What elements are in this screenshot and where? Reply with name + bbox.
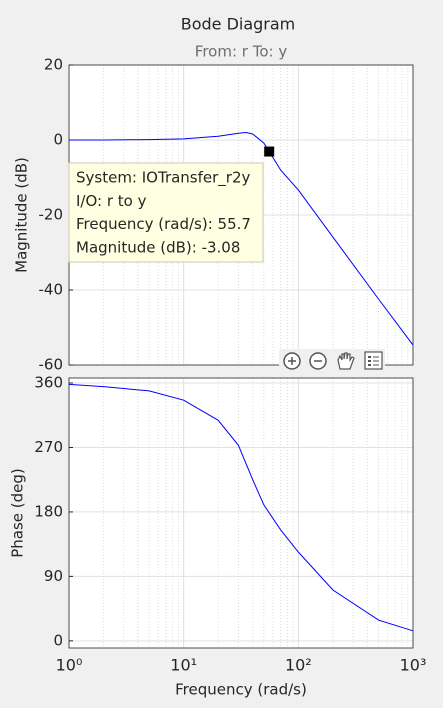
y-tick-label: 0 [53, 131, 63, 149]
y-tick-label: 90 [44, 567, 63, 585]
x-tick-label: 10³ [400, 656, 427, 675]
x-tick-label: 10² [285, 656, 312, 675]
y-tick-label: 270 [34, 438, 63, 456]
x-axis-label: Frequency (rad/s) [175, 681, 307, 699]
y-tick-label: 180 [34, 502, 63, 520]
line [69, 131, 414, 346]
y-axis-label: Phase (deg) [9, 468, 27, 558]
y-tick-label: -60 [39, 356, 64, 374]
x-tick-label: 10¹ [170, 656, 197, 675]
datatip-line: System: IOTransfer_r2y [76, 169, 251, 188]
icon-dot [368, 364, 371, 366]
datatip-line: I/O: r to y [76, 192, 147, 210]
datatip-line: Magnitude (dB): -3.08 [76, 238, 240, 256]
icon-dot [368, 360, 371, 362]
chart-subtitle: From: r To: y [195, 43, 288, 61]
y-tick-label: -20 [39, 206, 64, 224]
datatip-line: Frequency (rad/s): 55.7 [76, 215, 251, 233]
line [68, 383, 414, 632]
y-tick-label: -40 [39, 281, 64, 299]
y-tick-label: 360 [34, 374, 63, 392]
toolbar-bg [279, 349, 385, 374]
x-tick-label: 10⁰ [56, 656, 83, 675]
axes-toolbar [279, 349, 385, 374]
plot-area [69, 378, 413, 648]
axes-box [68, 377, 414, 649]
y-tick-label: 0 [53, 631, 63, 649]
pan-icon[interactable] [337, 352, 355, 370]
datatip-marker [264, 146, 275, 157]
icon-dot [368, 356, 371, 358]
y-axis-label: Magnitude (dB) [13, 157, 31, 273]
y-tick-label: 20 [44, 56, 63, 74]
chart-title: Bode Diagram [181, 15, 296, 34]
datatip-box [68, 162, 264, 263]
